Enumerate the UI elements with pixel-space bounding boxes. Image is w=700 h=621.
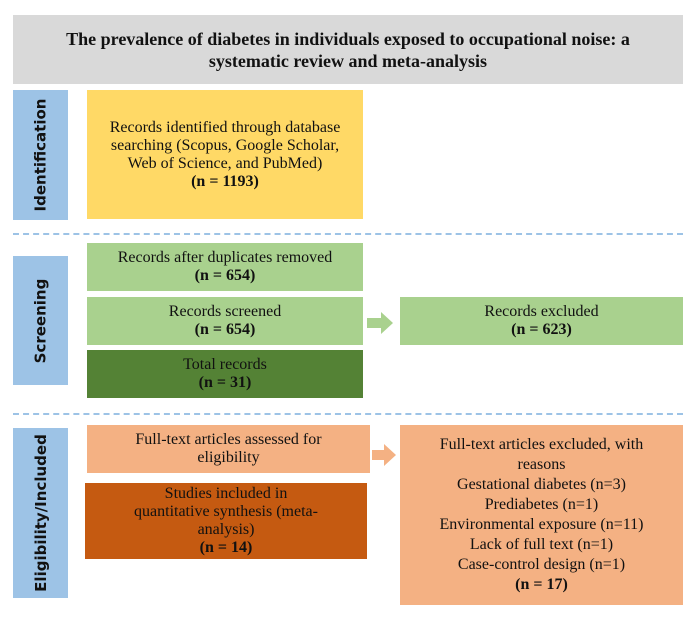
reason: Case-control design (n=1): [457, 556, 626, 573]
excluded-box: Records excluded (n = 623): [400, 297, 683, 345]
box-text: Total records: [183, 356, 267, 373]
box-text: Records after duplicates removed: [117, 249, 333, 266]
arrow-right-icon: [367, 312, 393, 334]
stage-label: Identification: [31, 98, 50, 212]
reason: Environmental exposure (n=11): [439, 516, 644, 533]
screened-box: Records screened (n = 654): [87, 297, 363, 345]
stage-label: Screening: [31, 278, 50, 363]
fulltext-excluded-box: Full-text articles excluded, with reason…: [400, 425, 683, 605]
box-text: Full-text articles assessed for eligibil…: [135, 431, 322, 466]
stage-identification: Identification: [13, 90, 68, 220]
stage-screening: Screening: [13, 256, 68, 385]
duplicates-box: Records after duplicates removed (n = 654…: [87, 243, 363, 291]
box-count: (n = 623): [511, 321, 572, 338]
fulltext-box: Full-text articles assessed for eligibil…: [87, 425, 370, 473]
box-text: Records screened: [168, 303, 282, 320]
box-count: (n = 654): [194, 321, 256, 338]
arrow-right-icon: [372, 444, 396, 466]
title-box: The prevalence of diabetes in individual…: [13, 15, 683, 84]
box-count: (n = 1193): [191, 172, 259, 190]
title: The prevalence of diabetes in individual…: [66, 28, 630, 71]
reason: Prediabetes (n=1): [484, 496, 599, 513]
identified-box: Records identified through database sear…: [87, 90, 363, 219]
reason: Lack of full text (n=1): [469, 536, 614, 553]
reason: Gestational diabetes (n=3): [457, 476, 626, 493]
box-text: Full-text articles excluded, with reason…: [439, 436, 644, 473]
box-text: Records excluded: [484, 303, 599, 320]
divider: [13, 233, 683, 235]
box-text: Records identified through database sear…: [109, 118, 341, 172]
divider: [13, 413, 683, 415]
box-count: (n = 17): [515, 576, 568, 593]
stage-eligibility: Eligibility/Included: [13, 428, 68, 598]
box-count: (n = 31): [198, 374, 252, 391]
total-box: Total records (n = 31): [87, 350, 363, 398]
box-count: (n = 14): [199, 539, 253, 556]
stage-label: Eligibility/Included: [31, 434, 50, 592]
box-count: (n = 654): [194, 267, 256, 284]
included-box: Studies included in quantitative synthes…: [85, 483, 367, 559]
box-text: Studies included in quantitative synthes…: [134, 485, 318, 538]
